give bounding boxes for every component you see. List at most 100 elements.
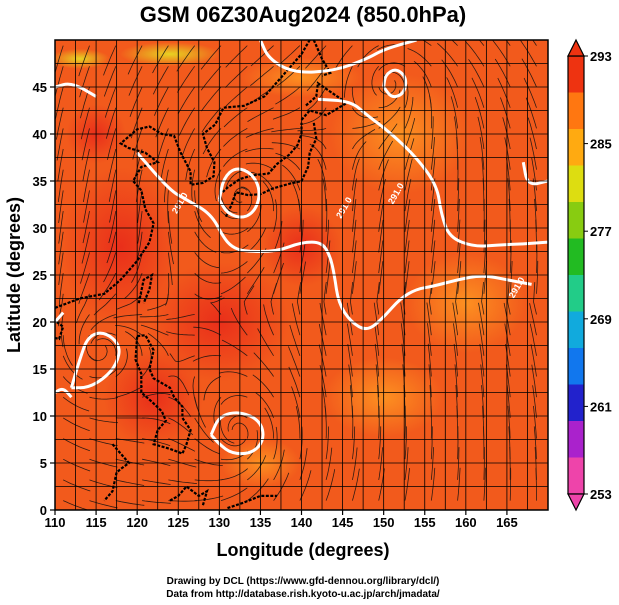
streamline bbox=[108, 148, 117, 181]
streamline bbox=[231, 422, 249, 439]
streamline bbox=[325, 447, 333, 480]
streamline bbox=[233, 187, 248, 203]
streamline bbox=[109, 190, 117, 223]
streamline bbox=[531, 364, 537, 398]
streamline bbox=[90, 314, 116, 331]
streamline bbox=[349, 385, 353, 418]
streamline bbox=[474, 96, 485, 129]
streamline bbox=[299, 470, 312, 501]
streamline bbox=[450, 96, 458, 129]
streamline bbox=[142, 479, 171, 485]
streamline bbox=[246, 267, 265, 295]
streamline bbox=[168, 211, 173, 244]
streamline bbox=[168, 500, 198, 502]
streamline bbox=[465, 41, 485, 67]
streamline bbox=[373, 302, 380, 336]
y-tick-label: 25 bbox=[33, 268, 47, 283]
streamline bbox=[185, 148, 196, 181]
streamline bbox=[457, 240, 461, 274]
streamline bbox=[430, 136, 435, 170]
streamline bbox=[282, 164, 301, 191]
streamline bbox=[346, 323, 353, 356]
colorbar-swatch bbox=[568, 56, 584, 93]
streamline bbox=[142, 500, 171, 504]
field-blob bbox=[55, 48, 110, 69]
colorbar-swatch bbox=[568, 165, 584, 203]
streamline bbox=[446, 77, 458, 108]
streamline bbox=[168, 396, 192, 417]
streamline bbox=[457, 261, 462, 294]
streamline bbox=[194, 252, 220, 269]
colorbar-swatch bbox=[568, 348, 584, 385]
streamline bbox=[93, 293, 117, 316]
streamline bbox=[219, 371, 248, 377]
streamline bbox=[295, 406, 301, 439]
streamline bbox=[306, 86, 327, 112]
streamline bbox=[453, 323, 458, 356]
streamline bbox=[352, 129, 376, 150]
streamline bbox=[115, 325, 143, 336]
streamline bbox=[352, 468, 360, 501]
streamline bbox=[421, 40, 432, 46]
streamline bbox=[58, 211, 64, 244]
streamline bbox=[536, 260, 539, 294]
streamline bbox=[250, 65, 274, 87]
streamline bbox=[220, 438, 247, 447]
streamline bbox=[509, 260, 513, 294]
streamline bbox=[407, 48, 432, 67]
streamline bbox=[129, 86, 143, 117]
streamline bbox=[247, 455, 267, 481]
streamline bbox=[275, 152, 301, 170]
streamline bbox=[479, 137, 485, 170]
streamline bbox=[275, 86, 301, 105]
coastline-segment bbox=[103, 443, 131, 502]
streamline bbox=[108, 169, 117, 202]
colorbar: 293 285 277 269 261 253 bbox=[567, 38, 612, 512]
streamline bbox=[200, 66, 222, 91]
streamline bbox=[404, 158, 413, 191]
x-tick-label: 130 bbox=[208, 515, 230, 530]
streamline bbox=[430, 116, 434, 150]
streamline bbox=[430, 240, 436, 274]
streamline bbox=[325, 261, 331, 294]
streamline bbox=[220, 261, 248, 274]
isotherm bbox=[317, 97, 548, 248]
streamline bbox=[209, 297, 225, 315]
streamline bbox=[348, 364, 353, 398]
colorbar-swatch bbox=[568, 92, 584, 130]
streamline bbox=[166, 314, 195, 320]
streamline bbox=[455, 384, 458, 418]
streamline bbox=[191, 169, 196, 203]
streamline bbox=[529, 137, 537, 170]
streamline bbox=[378, 123, 398, 150]
streamline bbox=[116, 293, 143, 310]
streamline bbox=[479, 343, 485, 377]
streamline bbox=[299, 219, 304, 253]
streamline bbox=[167, 190, 169, 224]
streamline bbox=[483, 447, 485, 480]
streamline bbox=[378, 261, 384, 294]
y-tick-label: 30 bbox=[33, 221, 47, 236]
streamline bbox=[201, 107, 222, 133]
streamline bbox=[519, 40, 537, 67]
streamline bbox=[107, 128, 117, 160]
streamline bbox=[453, 343, 458, 377]
streamline bbox=[168, 231, 174, 265]
isotherm bbox=[209, 411, 265, 456]
streamline bbox=[427, 323, 432, 356]
streamline bbox=[115, 458, 145, 466]
streamline bbox=[250, 171, 274, 191]
streamline bbox=[305, 45, 327, 69]
streamline bbox=[352, 447, 358, 480]
x-tick-label: 165 bbox=[496, 515, 518, 530]
streamline bbox=[525, 97, 537, 129]
coastline-segment bbox=[300, 81, 349, 121]
colorbar-label: 277 bbox=[590, 224, 612, 239]
colorbar-label: 293 bbox=[590, 49, 612, 64]
streamline bbox=[223, 148, 248, 167]
streamline bbox=[427, 343, 432, 377]
streamline bbox=[58, 293, 64, 327]
streamline bbox=[131, 252, 143, 283]
streamline bbox=[81, 231, 90, 264]
